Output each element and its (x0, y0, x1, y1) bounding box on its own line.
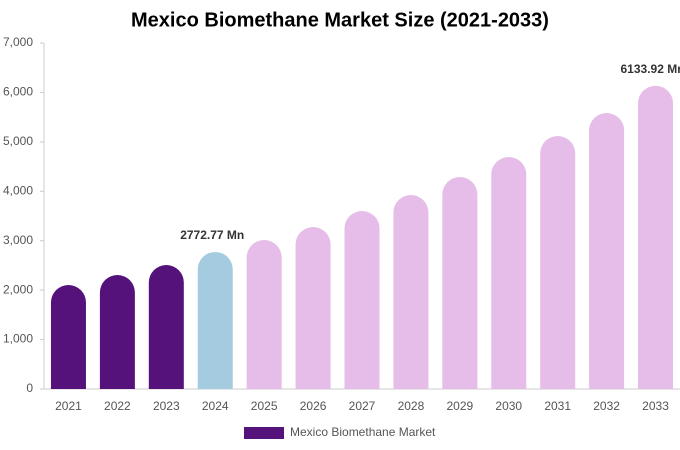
y-tick-label: 4,000 (3, 183, 33, 197)
x-tick-label: 2025 (251, 399, 278, 413)
x-tick-label: 2027 (349, 399, 376, 413)
bar (638, 85, 674, 390)
x-tick-label: 2030 (495, 399, 522, 413)
x-tick-label: 2033 (642, 399, 669, 413)
bar (50, 285, 86, 389)
legend-swatch (244, 427, 284, 439)
y-tick-label: 6,000 (3, 85, 33, 99)
bar (344, 211, 380, 389)
x-tick-label: 2021 (55, 399, 82, 413)
y-tick-label: 3,000 (3, 233, 33, 247)
y-tick-label: 0 (26, 381, 33, 395)
data-label: 6133.92 Mn (621, 62, 680, 76)
x-tick-label: 2031 (544, 399, 571, 413)
x-tick-label: 2023 (153, 399, 180, 413)
bar (540, 136, 576, 389)
legend-label: Mexico Biomethane Market (290, 425, 436, 439)
y-tick-label: 1,000 (3, 332, 33, 346)
bar (393, 194, 429, 389)
bar (148, 264, 184, 389)
chart-title: Mexico Biomethane Market Size (2021-2033… (131, 9, 549, 31)
bar (491, 156, 527, 389)
x-tick-label: 2022 (104, 399, 131, 413)
bar (295, 227, 331, 389)
bar (442, 177, 478, 389)
y-tick-label: 2,000 (3, 282, 33, 296)
bar (197, 251, 233, 389)
y-tick-label: 5,000 (3, 134, 33, 148)
x-tick-label: 2029 (446, 399, 473, 413)
bar (246, 240, 282, 389)
x-tick-label: 2026 (300, 399, 327, 413)
x-tick-label: 2024 (202, 399, 229, 413)
bar (99, 275, 135, 389)
x-tick-label: 2032 (593, 399, 620, 413)
y-tick-label: 7,000 (3, 35, 33, 49)
x-tick-label: 2028 (398, 399, 425, 413)
data-label: 2772.77 Mn (180, 228, 244, 242)
bar (589, 112, 625, 390)
